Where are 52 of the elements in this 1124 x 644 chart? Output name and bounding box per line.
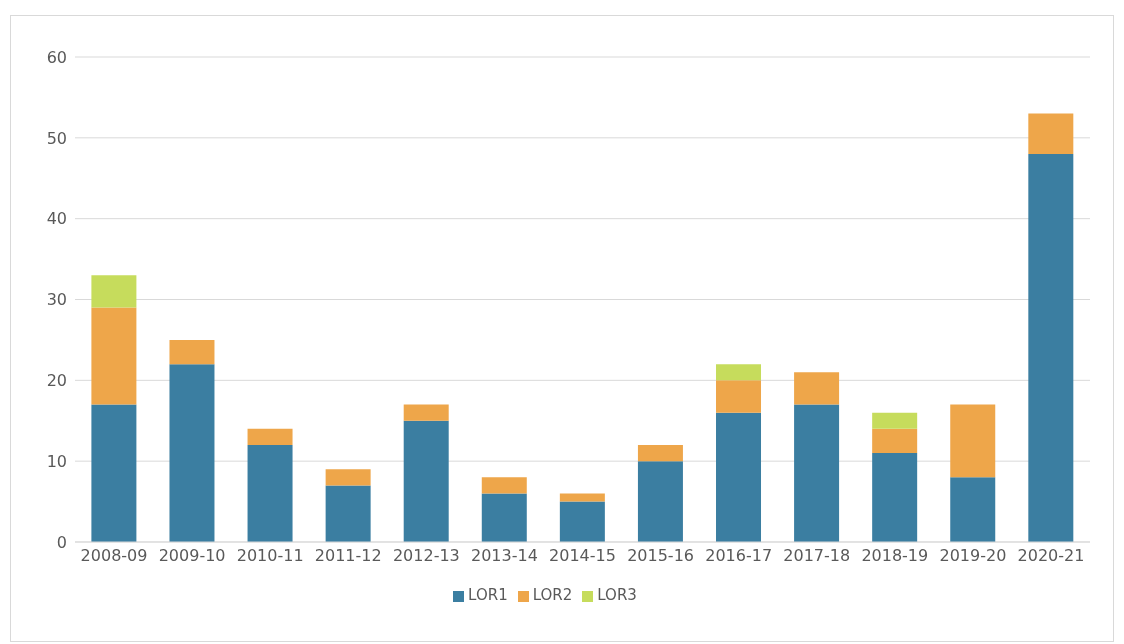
bar bbox=[481, 493, 527, 542]
bar bbox=[481, 477, 527, 494]
bar bbox=[716, 380, 762, 413]
y-tick-label: 10 bbox=[46, 451, 67, 471]
bar bbox=[247, 428, 293, 445]
bar bbox=[559, 493, 605, 502]
x-tick-label: 2009-10 bbox=[158, 546, 226, 566]
x-tick-label: 2012-13 bbox=[392, 546, 460, 566]
bar bbox=[247, 445, 293, 542]
x-tick-label: 2020-21 bbox=[1017, 546, 1085, 566]
bar bbox=[794, 372, 840, 405]
y-tick-label: 60 bbox=[46, 47, 67, 67]
y-tick-label: 40 bbox=[46, 209, 67, 229]
x-tick-label: 2008-09 bbox=[80, 546, 148, 566]
y-tick-label: 30 bbox=[46, 290, 67, 310]
x-tick-label: 2019-20 bbox=[939, 546, 1007, 566]
bar bbox=[1028, 113, 1074, 154]
bar bbox=[637, 461, 683, 542]
bar bbox=[637, 445, 683, 462]
legend-label: LOR2 bbox=[532, 586, 573, 604]
x-tick-label: 2011-12 bbox=[314, 546, 382, 566]
bar bbox=[716, 364, 762, 381]
bar bbox=[950, 477, 996, 542]
bar bbox=[872, 428, 918, 454]
x-tick-label: 2015-16 bbox=[627, 546, 695, 566]
legend-label: LOR1 bbox=[468, 586, 508, 604]
bar bbox=[872, 412, 918, 429]
x-tick-label: 2016-17 bbox=[705, 546, 773, 566]
bar bbox=[872, 453, 918, 542]
bar bbox=[950, 404, 996, 478]
bar bbox=[91, 307, 137, 405]
bar bbox=[169, 364, 215, 542]
bar bbox=[716, 412, 762, 542]
x-tick-label: 2010-11 bbox=[236, 546, 304, 566]
x-tick-label: 2013-14 bbox=[470, 546, 538, 566]
bar bbox=[403, 420, 449, 542]
bar bbox=[1028, 154, 1074, 542]
legend-label: LOR3 bbox=[597, 586, 637, 604]
bar bbox=[559, 501, 605, 542]
bar bbox=[403, 404, 449, 421]
y-tick-label: 50 bbox=[46, 128, 67, 148]
bar bbox=[325, 469, 371, 486]
x-tick-label: 2017-18 bbox=[783, 546, 851, 566]
bar bbox=[325, 485, 371, 542]
bar bbox=[91, 404, 137, 542]
y-tick-label: 20 bbox=[46, 371, 67, 391]
bar bbox=[169, 339, 215, 365]
bar bbox=[91, 275, 137, 308]
x-tick-label: 2018-19 bbox=[861, 546, 929, 566]
y-tick-label: 0 bbox=[56, 532, 67, 552]
x-tick-label: 2014-15 bbox=[549, 546, 616, 566]
bar bbox=[794, 404, 840, 542]
